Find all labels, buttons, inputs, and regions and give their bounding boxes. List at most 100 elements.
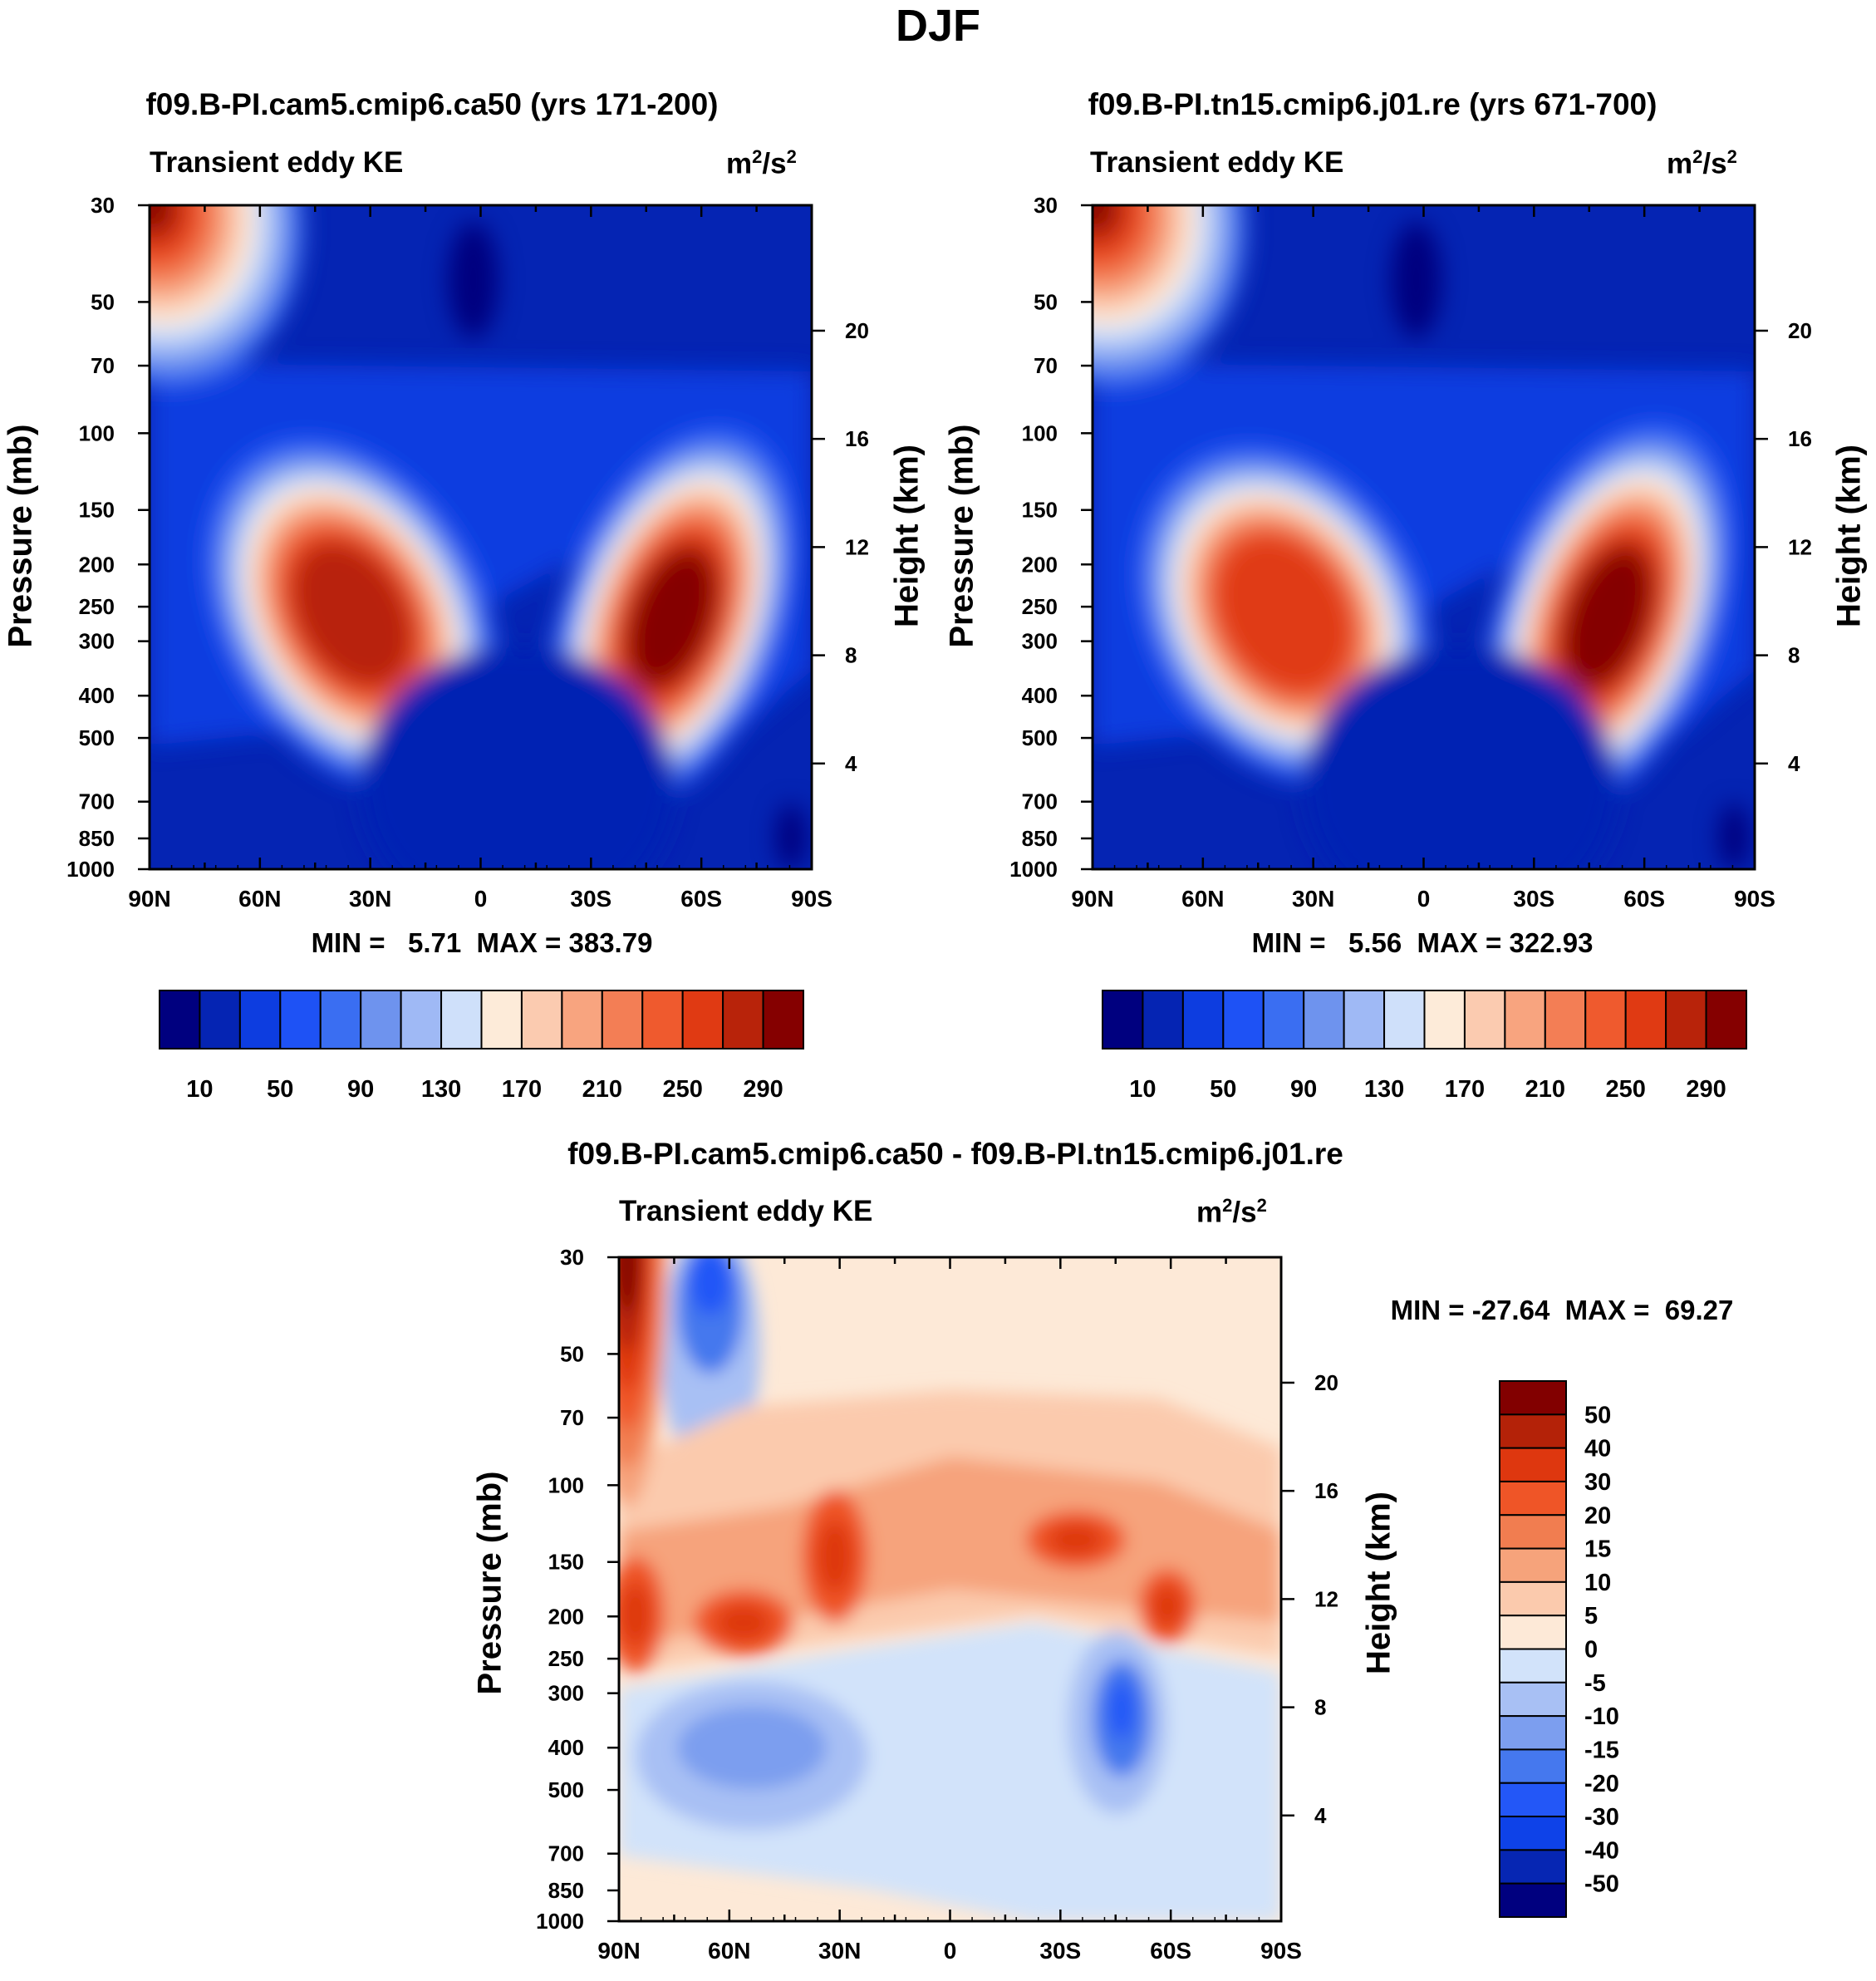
x-tick-label: 30S: [570, 886, 611, 912]
polar-max: [150, 205, 219, 285]
jet-contour-0: [244, 485, 459, 743]
jet-contour-1: [588, 489, 755, 747]
x-tick-label: 30S: [1039, 1938, 1081, 1964]
colorbar-label: 20: [1584, 1502, 1611, 1529]
units-mid: /s: [1232, 1196, 1257, 1229]
colorbar-cell: [159, 990, 201, 1049]
y-tick-label: 700: [79, 789, 115, 814]
colorbar-cell: [400, 990, 443, 1049]
y2-tick-label: 16: [1788, 426, 1812, 451]
x-tick-label: 60N: [238, 886, 281, 912]
colorbar-cell: [1303, 990, 1345, 1049]
region-positive: [619, 1390, 1281, 1673]
colorbar-cell: [762, 990, 804, 1049]
polar-max: [150, 205, 170, 229]
jet-contour-1: [1550, 528, 1665, 707]
figure-title: DJF: [895, 1, 980, 51]
colorbar-label: 15: [1584, 1536, 1611, 1563]
x-tick-label: 90S: [1260, 1938, 1302, 1964]
heatmap-background: [619, 1257, 1281, 1921]
units-mid: /s: [1702, 147, 1727, 180]
jet-contour-0: [1137, 445, 1432, 784]
colorbar-cell: [199, 990, 241, 1049]
colorbar-cell: [1499, 1547, 1567, 1583]
x-tick-label: 0: [474, 886, 488, 912]
colorbar-label: 90: [1290, 1076, 1317, 1103]
region-deep-blue: [1302, 646, 1618, 869]
units-sup: 2: [786, 146, 797, 167]
colorbar-cell: [1181, 990, 1225, 1049]
jet-contour-1: [1544, 518, 1672, 718]
y-tick-label: 70: [560, 1405, 584, 1430]
colorbar-cell: [601, 990, 644, 1049]
y-tick-label: 400: [1022, 683, 1058, 708]
colorbar-cell: [1499, 1748, 1567, 1784]
y-tick-label: 30: [560, 1245, 584, 1270]
jet-contour-0: [213, 447, 491, 781]
polar-max: [150, 205, 231, 299]
colorbar-label: 10: [186, 1076, 213, 1103]
jet-contour-0: [1216, 537, 1351, 691]
colorbar-cell: [1499, 1648, 1567, 1684]
region-negative: [636, 1681, 868, 1831]
jet-contour-0: [277, 524, 427, 705]
y-tick-label: 30: [1034, 193, 1058, 218]
y-tick-label: 700: [1022, 789, 1058, 814]
jet-contour-1: [1537, 507, 1678, 729]
colorbar-label: -50: [1584, 1871, 1619, 1898]
y-tick-label: 250: [1022, 594, 1058, 619]
y-tick-label: 1000: [536, 1909, 584, 1934]
y2-tick-label: 20: [1314, 1370, 1338, 1395]
subtitle-diff: Transient eddy KE: [619, 1195, 873, 1227]
jet-contour-0: [1176, 490, 1392, 738]
colorbar-cell: [1665, 990, 1707, 1049]
colorbar-cell: [1222, 990, 1265, 1049]
colorbar-cell: [238, 990, 282, 1049]
jet-contour-1: [1490, 432, 1726, 804]
y-tick-label: 200: [1022, 552, 1058, 577]
stats-right: MIN = 5.56 MAX = 322.93: [1251, 927, 1594, 958]
colorbar-label: 50: [267, 1076, 293, 1103]
colorbar-label: -20: [1584, 1771, 1619, 1797]
units-base: m: [726, 147, 753, 180]
colorbar-label: 50: [1210, 1076, 1236, 1103]
colorbar-label: -5: [1584, 1670, 1606, 1697]
jet-contour-1: [1564, 549, 1651, 686]
jet-contour-0: [292, 543, 411, 686]
colorbar-cell: [1463, 990, 1506, 1049]
region-negative: [1068, 1631, 1167, 1814]
region-positive: [619, 1556, 665, 1673]
polar-max: [150, 205, 304, 385]
units-base: m: [1196, 1196, 1223, 1229]
jet-contour-0: [1185, 499, 1383, 729]
y-tick-label: 500: [79, 725, 115, 750]
units-base: m: [1667, 147, 1693, 180]
colorbar-cell: [1102, 990, 1144, 1049]
x-tick-label: 60S: [680, 886, 722, 912]
jet-contour-0: [1144, 454, 1423, 774]
colorbar-label: 0: [1584, 1637, 1598, 1664]
colorbar-cell: [1544, 990, 1587, 1049]
colorbar-label: 210: [1525, 1076, 1565, 1103]
y2-tick-label: 8: [845, 643, 857, 668]
y-tick-label: 150: [1022, 498, 1058, 523]
polar-max: [150, 205, 292, 371]
x-tick-label: 0: [944, 1938, 957, 1964]
polar-max: [619, 1257, 667, 1507]
region-negative: [661, 1257, 760, 1473]
jet-contour-1: [1483, 421, 1732, 814]
colorbar-label: 90: [347, 1076, 374, 1103]
y2label-left: Height (km): [888, 445, 926, 627]
jet-contour-0: [253, 495, 451, 733]
x-tick-label: 30S: [1513, 886, 1554, 912]
jet-contour-1: [1516, 475, 1698, 760]
jet-contour-0: [1152, 463, 1416, 765]
colorbar-cell: [1584, 990, 1627, 1049]
y-tick-label: 70: [1034, 353, 1058, 378]
y-tick-label: 850: [1022, 826, 1058, 851]
units-right: m2/s2: [1667, 146, 1737, 181]
colorbar-label: -30: [1584, 1804, 1619, 1831]
polar-max: [619, 1257, 646, 1352]
colorbar-label: 5: [1584, 1603, 1598, 1630]
jet-contour-1: [1503, 454, 1712, 782]
